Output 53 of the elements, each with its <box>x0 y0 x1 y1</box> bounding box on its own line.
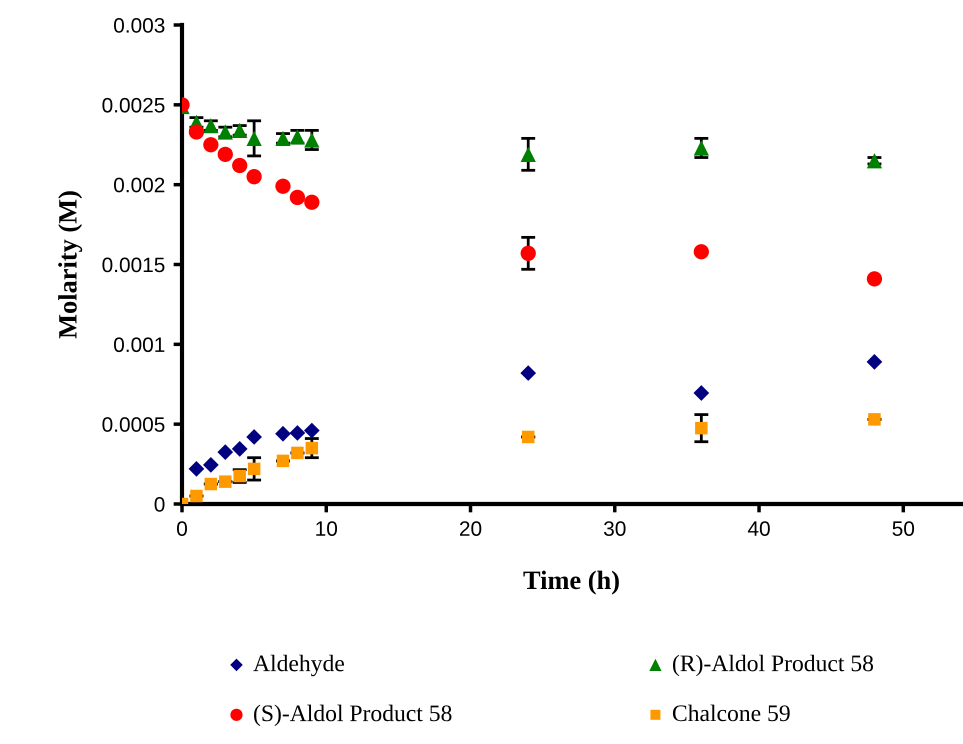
x-axis-title: Time (h) <box>523 570 619 595</box>
point <box>520 146 536 162</box>
y-tick-label: 0.003 <box>114 18 164 33</box>
point <box>291 446 304 460</box>
point <box>232 441 248 457</box>
point <box>217 444 234 460</box>
point <box>232 158 248 174</box>
point <box>275 426 291 442</box>
point <box>522 430 534 444</box>
point <box>246 169 262 184</box>
point <box>275 178 291 194</box>
point <box>246 130 262 146</box>
x-tick-label: 10 <box>316 521 338 536</box>
point <box>693 385 710 401</box>
point <box>188 461 204 477</box>
y-tick-label: 0.001 <box>114 337 164 352</box>
point <box>695 422 708 434</box>
point <box>868 413 881 426</box>
point <box>866 153 882 168</box>
point <box>306 442 318 454</box>
y-axis-title: Molarity (M) <box>58 191 82 338</box>
point <box>866 354 882 370</box>
point <box>290 425 306 441</box>
point <box>304 194 320 210</box>
y-tick-label: 0.0005 <box>102 417 164 432</box>
x-tick-label: 40 <box>748 521 770 536</box>
legend-label: (S)-Aldol Product 58 <box>254 704 452 726</box>
x-tick-label: 30 <box>604 521 626 536</box>
x-tick-label: 20 <box>460 521 482 536</box>
legend-label: Aldehyde <box>253 654 344 676</box>
x-tick-label: 0 <box>177 521 187 536</box>
point <box>203 137 218 152</box>
y-tick-label: 0.0015 <box>102 258 164 272</box>
point <box>248 462 260 476</box>
y-tick-label: 0 <box>154 497 165 512</box>
point <box>520 365 536 381</box>
legend-label: Chalcone 59 <box>672 704 790 722</box>
point <box>520 246 536 261</box>
point <box>304 422 320 438</box>
point <box>190 490 203 502</box>
y-tick-label: 0.0025 <box>102 98 164 113</box>
point <box>694 244 709 260</box>
y-tick-label: 0.002 <box>114 178 164 192</box>
point <box>218 146 233 162</box>
point <box>290 190 306 206</box>
point <box>866 271 882 287</box>
point <box>202 457 219 473</box>
point <box>694 140 709 156</box>
point <box>304 132 320 148</box>
point <box>246 429 262 445</box>
point <box>276 454 290 468</box>
legend-label: (R)-Aldol Product 58 <box>672 654 874 676</box>
x-tick-label: 50 <box>892 521 914 536</box>
